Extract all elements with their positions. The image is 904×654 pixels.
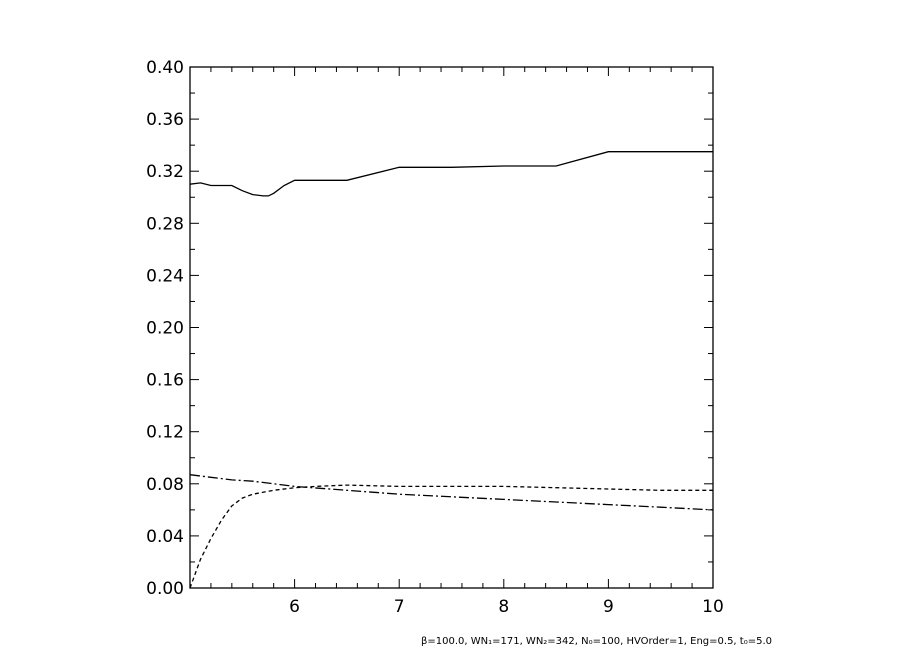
x-tick-label: 10 — [702, 597, 724, 617]
parameter-caption: β=100.0, WN₁=171, WN₂=342, N₀=100, HVOrd… — [421, 636, 772, 647]
y-tick-label: 0.28 — [146, 214, 184, 234]
x-tick-label: 7 — [394, 597, 405, 617]
y-tick-label: 0.40 — [146, 58, 184, 78]
y-tick-label: 0.24 — [146, 266, 184, 286]
x-tick-label: 9 — [603, 597, 614, 617]
y-tick-label: 0.04 — [146, 527, 184, 547]
y-tick-label: 0.08 — [146, 475, 184, 495]
x-tick-labels: 6 7 8 9 10 — [289, 597, 724, 617]
y-tick-labels: 0.00 0.04 0.08 0.12 0.16 0.20 0.24 0.28 0.32 0.36… — [146, 58, 184, 599]
series-line-dashed — [189, 484, 713, 589]
y-tick-label: 0.00 — [146, 579, 184, 599]
axis-ticks — [189, 66, 714, 589]
x-tick-label: 6 — [289, 597, 300, 617]
series-lines — [189, 151, 714, 589]
series-line-dash-dot — [189, 474, 714, 511]
y-tick-label: 0.16 — [146, 371, 184, 391]
series-line-solid — [189, 151, 713, 197]
y-tick-label: 0.36 — [146, 110, 184, 130]
y-tick-label: 0.20 — [146, 319, 184, 339]
plot-frame — [189, 66, 714, 589]
y-tick-label: 0.12 — [146, 423, 184, 443]
x-tick-label: 8 — [498, 597, 509, 617]
y-tick-label: 0.32 — [146, 162, 184, 182]
